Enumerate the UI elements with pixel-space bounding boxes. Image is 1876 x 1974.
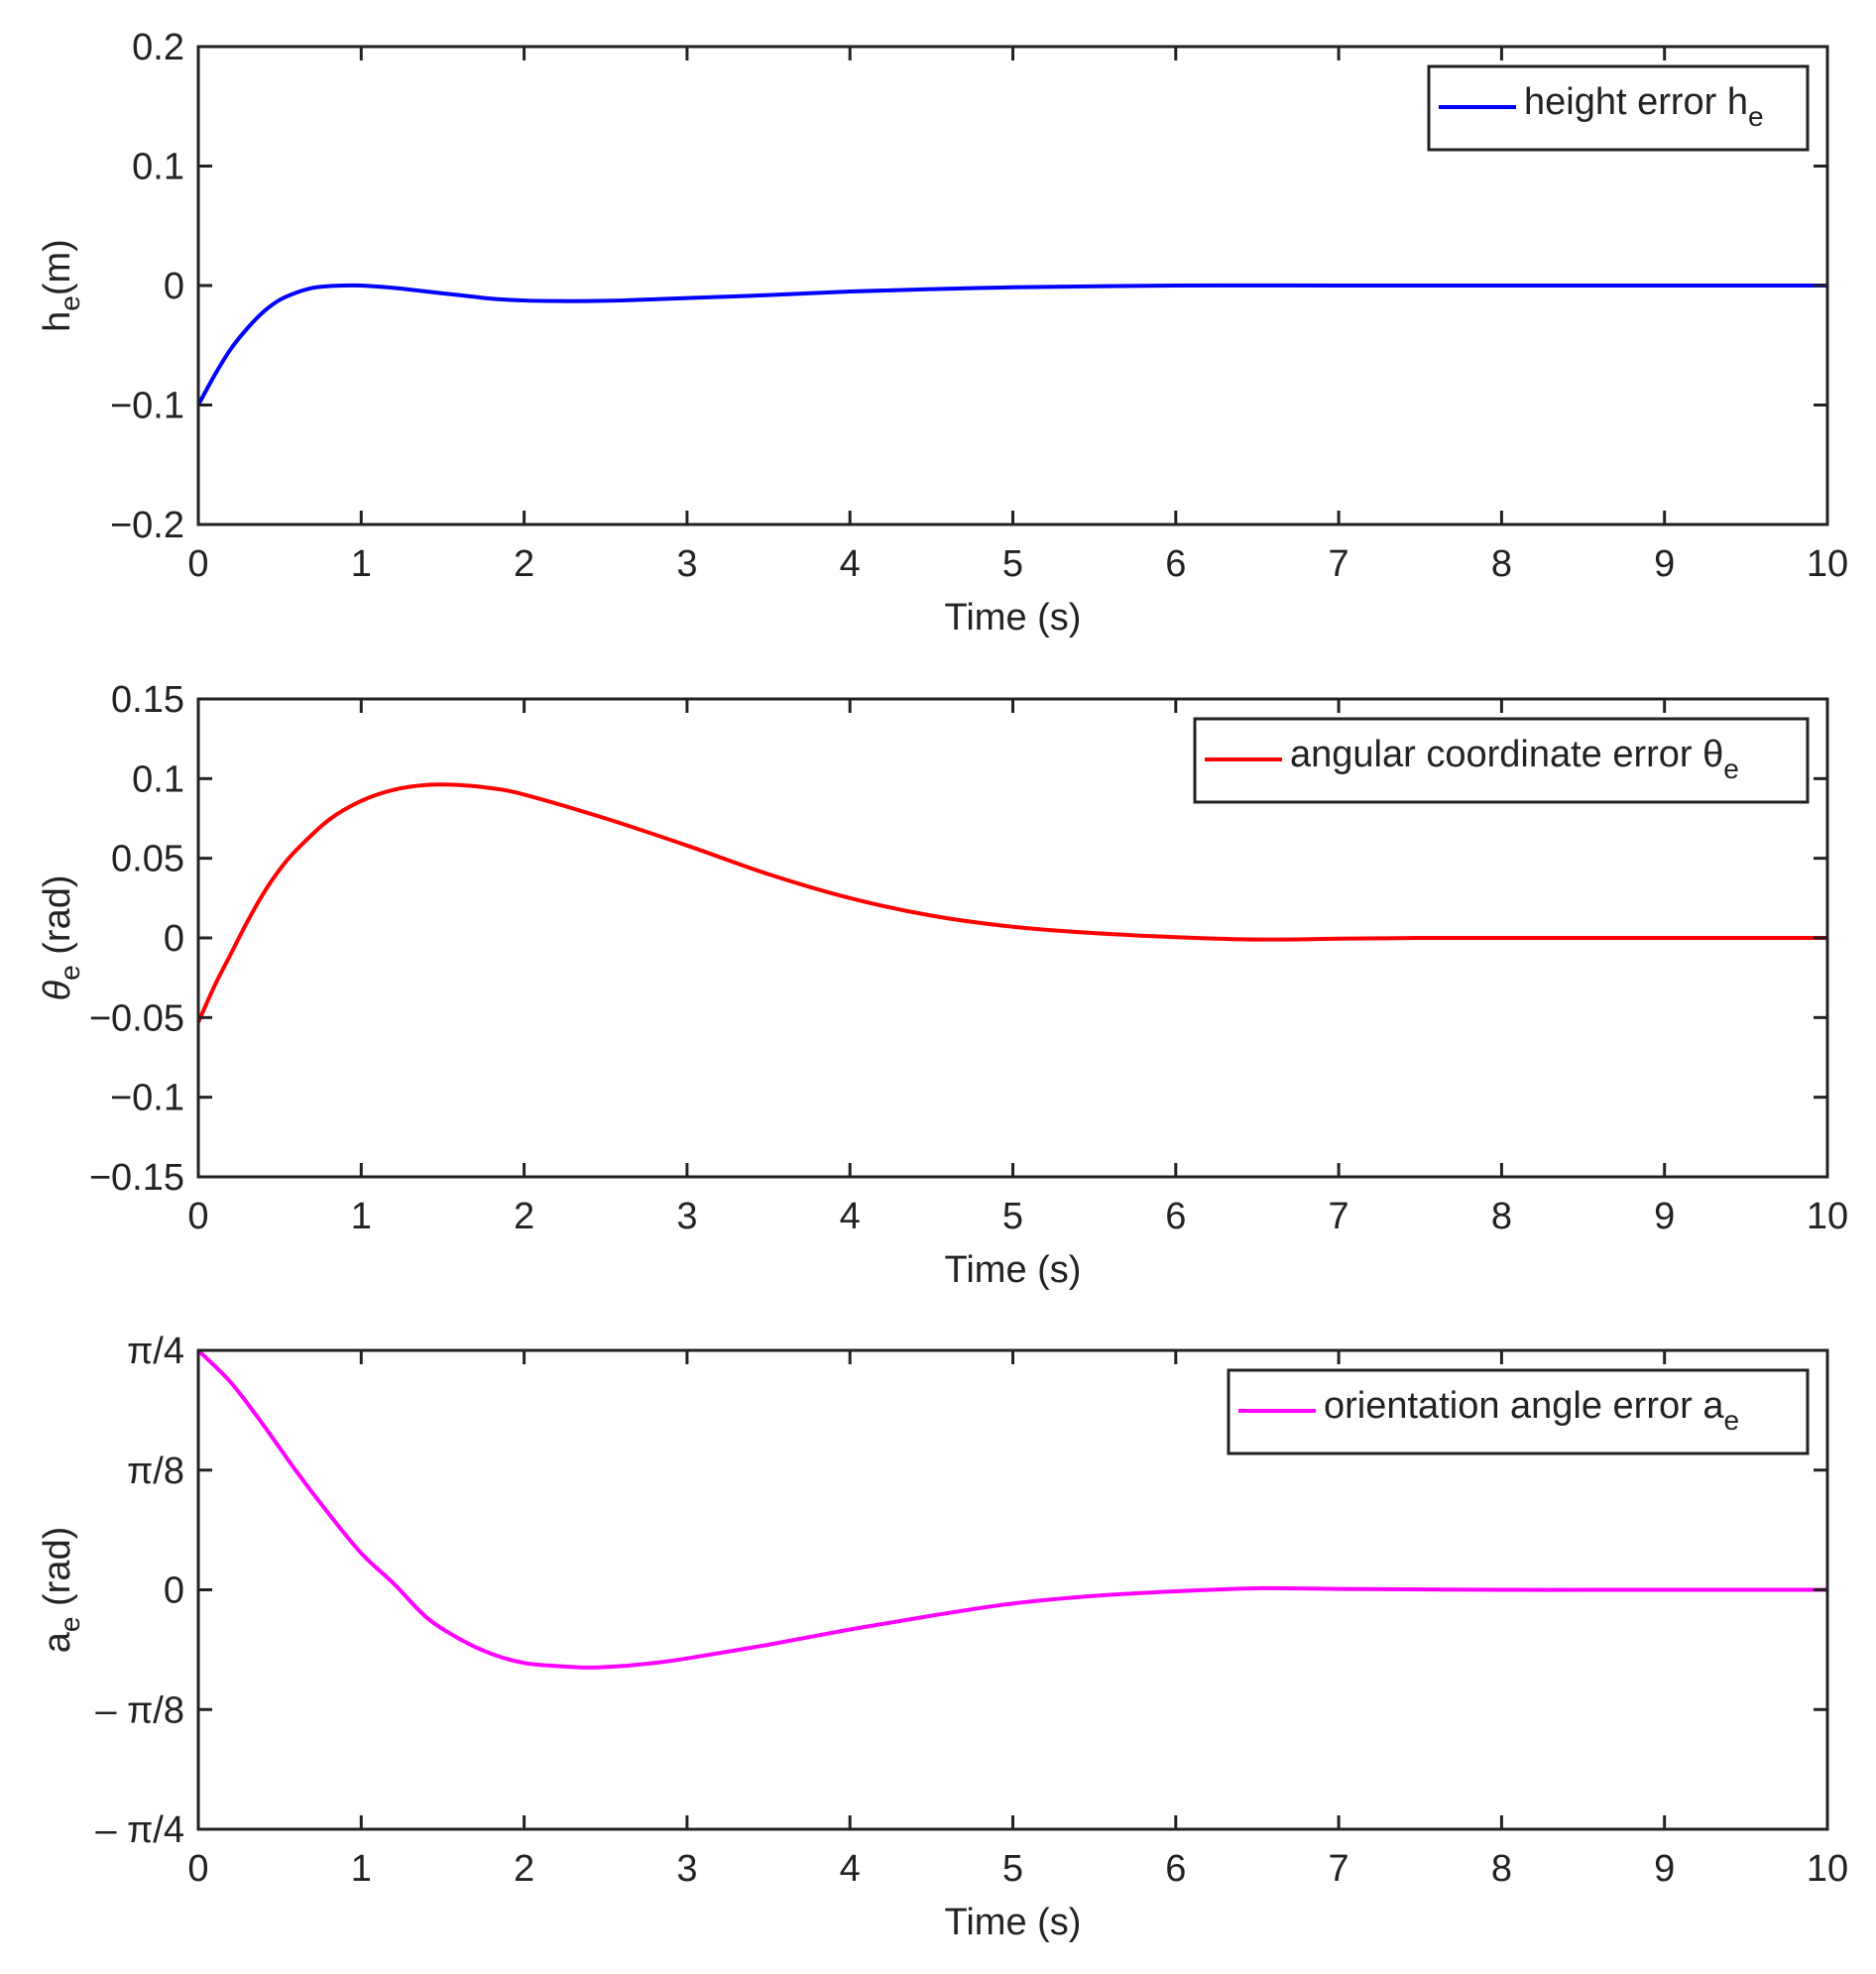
y-tick-label: −0.15: [89, 1157, 184, 1199]
x-axis-label: Time (s): [945, 597, 1082, 639]
y-tick-label: 0.15: [111, 679, 184, 721]
x-tick-label: 1: [351, 543, 372, 585]
y-axis-label-subscript: e: [55, 295, 85, 311]
legend: angular coordinate error θe: [1193, 717, 1810, 804]
y-tick-label: 0.2: [132, 27, 184, 68]
x-tick-label: 4: [840, 1848, 861, 1890]
y-axis-label-main: h: [37, 311, 78, 332]
y-tick-label: −0.1: [110, 386, 184, 427]
x-tick-label: 5: [1002, 543, 1023, 585]
y-axis-label-unit: (rad): [37, 1527, 78, 1617]
x-tick-label: 10: [1807, 543, 1848, 585]
y-axis-label-unit: (m): [37, 239, 78, 295]
y-axis-label-main: a: [37, 1631, 78, 1653]
y-tick-label: 0: [164, 918, 184, 960]
x-tick-label: 5: [1002, 1196, 1023, 1237]
x-tick-label: 3: [676, 1196, 697, 1237]
x-tick-label: 2: [514, 1196, 534, 1237]
y-tick-label: 0: [164, 1570, 184, 1612]
x-tick-label: 0: [187, 1848, 208, 1890]
legend: height error he: [1427, 64, 1810, 152]
x-tick-label: 0: [187, 1196, 208, 1237]
legend-label-main: angular coordinate error θ: [1290, 734, 1723, 775]
y-tick-label: −0.05: [89, 997, 184, 1039]
y-axis-label-subscript: e: [55, 965, 85, 981]
x-tick-label: 7: [1329, 1196, 1349, 1237]
legend-label-subscript: e: [1748, 101, 1764, 132]
x-tick-label: 7: [1329, 1848, 1349, 1890]
x-tick-label: 6: [1165, 1196, 1186, 1237]
legend-label: height error he: [1524, 81, 1764, 132]
x-tick-label: 2: [514, 543, 534, 585]
x-axis-label: Time (s): [945, 1902, 1082, 1943]
y-axis-label-unit: (rad): [37, 875, 78, 966]
y-axis-label: ae (rad): [37, 1527, 85, 1654]
x-tick-label: 10: [1807, 1196, 1848, 1237]
legend: orientation angle error ae: [1227, 1368, 1810, 1455]
orientation-angle-error-plot: 0 1 2 3 4 5 6 7 8 9 10 π/4 π/8 0 – π/8 – π/4 Time (s) a…: [37, 1331, 1848, 1943]
y-tick-label: −0.1: [110, 1078, 184, 1119]
series-line: [196, 782, 1827, 1023]
x-tick-label: 10: [1807, 1848, 1848, 1890]
legend-label: angular coordinate error θe: [1290, 734, 1739, 784]
x-tick-label: 0: [187, 543, 208, 585]
y-tick-label: π/8: [127, 1451, 184, 1492]
x-tick-label: 3: [676, 543, 697, 585]
x-tick-label: 8: [1491, 1848, 1512, 1890]
series-line: [196, 1348, 1827, 1670]
legend-label-main: orientation angle error a: [1324, 1385, 1724, 1427]
legend-label-subscript: e: [1723, 754, 1739, 784]
legend-label: orientation angle error ae: [1324, 1385, 1739, 1436]
y-tick-label: π/4: [127, 1331, 184, 1372]
x-tick-label: 7: [1329, 543, 1349, 585]
y-tick-label: – π/4: [95, 1809, 184, 1851]
x-tick-label: 1: [351, 1848, 372, 1890]
x-tick-label: 9: [1654, 1196, 1675, 1237]
x-tick-label: 6: [1165, 1848, 1186, 1890]
y-axis-label: θe (rad): [37, 875, 85, 1001]
x-tick-label: 3: [676, 1848, 697, 1890]
angular-coordinate-error-plot: 0 1 2 3 4 5 6 7 8 9 10 0.15 0.1 0.05 0 −0.05 −0.1 −0.15 T…: [37, 679, 1848, 1291]
y-tick-label: −0.2: [110, 505, 184, 546]
x-axis-label: Time (s): [945, 1249, 1082, 1291]
x-tick-label: 2: [514, 1848, 534, 1890]
legend-label-main: height error h: [1524, 81, 1748, 123]
y-axis-label-main: θ: [37, 981, 78, 1001]
y-tick-label: 0.05: [111, 839, 184, 880]
series-line: [196, 283, 1827, 406]
x-tick-label: 4: [840, 1196, 861, 1237]
y-axis-label: he(m): [37, 239, 85, 332]
x-tick-label: 5: [1002, 1848, 1023, 1890]
y-tick-label: 0.1: [132, 758, 184, 800]
y-tick-label: – π/8: [95, 1689, 184, 1731]
x-tick-label: 4: [840, 543, 861, 585]
y-tick-label: 0: [164, 266, 184, 307]
x-tick-label: 9: [1654, 543, 1675, 585]
x-tick-label: 1: [351, 1196, 372, 1237]
x-tick-label: 9: [1654, 1848, 1675, 1890]
legend-box: [1227, 1368, 1810, 1455]
y-axis-label-subscript: e: [55, 1617, 85, 1633]
x-tick-label: 8: [1491, 543, 1512, 585]
legend-box: [1193, 717, 1810, 804]
x-tick-label: 8: [1491, 1196, 1512, 1237]
x-tick-label: 6: [1165, 543, 1186, 585]
height-error-plot: 0 1 2 3 4 5 6 7 8 9 100.20.10−0.1−0.2 Time (s) he(…: [37, 27, 1848, 639]
y-tick-label: 0.1: [132, 147, 184, 188]
legend-label-subscript: e: [1723, 1405, 1739, 1436]
